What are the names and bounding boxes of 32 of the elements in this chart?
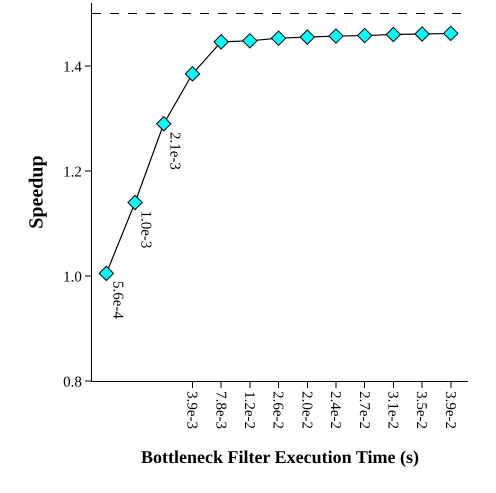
point [98,266,114,282]
point [184,66,200,82]
x-tick-label: 2.4e-2 [327,391,344,430]
y-tick-label: 0.8 [63,374,82,390]
point [270,30,286,46]
annotation: 5.6e-4 [110,281,126,320]
y-tick-label: 1.0 [63,269,82,286]
point [214,34,229,50]
x-tick-label: 3.5e-2 [413,391,430,430]
x-tick-label: 2.6e-2 [270,391,286,430]
y-axis-title: Speedup [26,155,48,229]
y-tick-label: 1.4 [63,59,82,76]
point [242,33,258,48]
x-tick-label: 2.0e-2 [298,391,314,430]
point [156,116,172,132]
point [328,28,344,44]
x-tick-label: 2.7e-2 [356,391,372,430]
point [357,28,372,44]
y-tick-label: 1.2 [63,164,82,180]
point [386,26,402,42]
point [127,194,143,210]
annotation: 2.1e-3 [166,132,183,170]
x-axis-title: Bottleneck Filter Execution Time (s) [141,447,419,468]
x-tick-label: 3.1e-2 [384,391,400,430]
annotation: 1.0e-3 [138,210,154,248]
point [443,26,458,42]
x-tick-label: 3.9e-3 [184,391,200,430]
x-tick-label: 1.2e-2 [240,391,257,430]
x-tick-label: 3.9e-2 [442,391,458,430]
point [300,29,315,45]
x-tick-label: 7.8e-3 [212,391,228,430]
point [414,26,430,42]
